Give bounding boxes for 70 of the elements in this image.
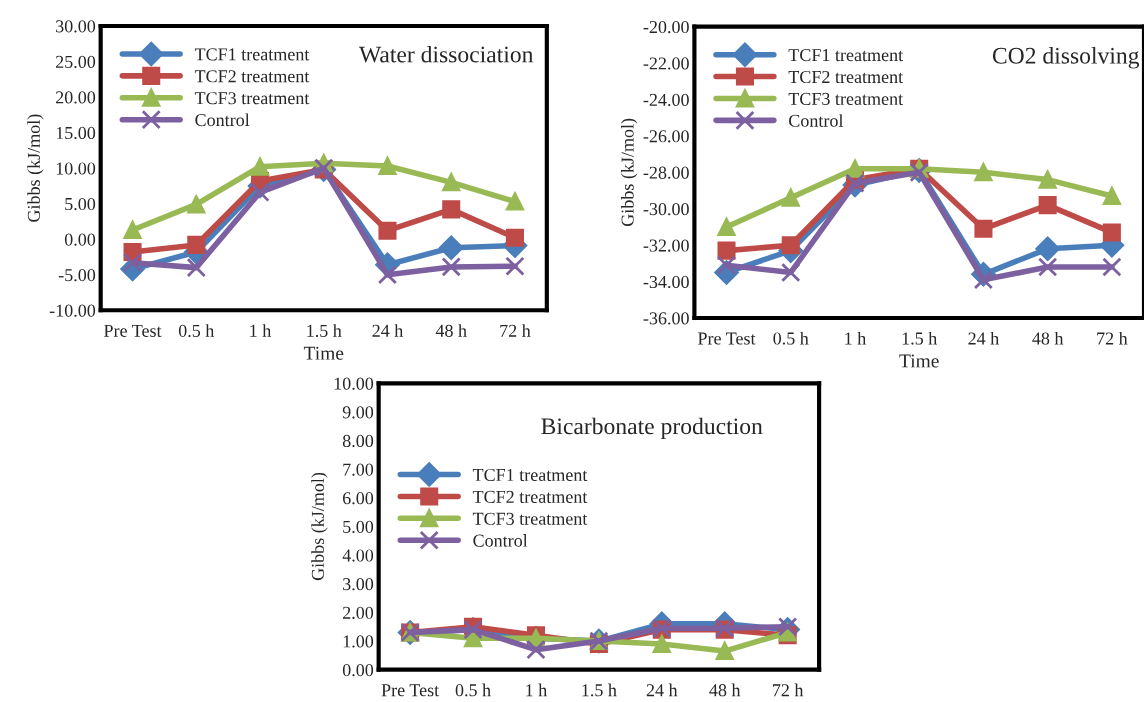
x-axis-title: Time (303, 346, 344, 360)
legend-label: TCF3 treatment (194, 92, 310, 105)
y-tick-label: 1.00 (343, 635, 374, 648)
legend-label: TCF1 treatment (788, 49, 904, 62)
y-tick-label: 2.00 (343, 606, 374, 619)
x-tick-label: 1.5 h (582, 683, 617, 697)
legend-label: TCF2 treatment (472, 490, 588, 503)
legend-label: TCF1 treatment (472, 468, 588, 482)
y-tick-label: 30.00 (56, 20, 96, 33)
y-tick-label: 25.00 (55, 55, 96, 69)
legend-label: Control (473, 534, 528, 547)
x-tick-label: 0.5 h (178, 324, 215, 337)
y-tick-label: 9.00 (342, 406, 374, 419)
y-tick-label: 20.00 (55, 91, 96, 104)
x-tick-label: 24 h (372, 324, 404, 337)
x-tick-label: 1 h (250, 324, 272, 337)
x-tick-label: 1.5 h (902, 331, 938, 345)
x-tick-label: Pre Test (104, 324, 162, 337)
x-tick-label: 48 h (709, 683, 741, 697)
x-tick-label: 0.5 h (773, 331, 809, 345)
x-tick-label: 72 h (500, 324, 531, 337)
y-tick-label: 10.00 (56, 162, 96, 175)
y-tick-label: 3.00 (343, 578, 374, 591)
text: Water dissociation (358, 45, 534, 63)
x-tick-label: 48 h (435, 324, 467, 337)
text: CO2 dissolving (992, 47, 1140, 69)
x-tick-label: 24 h (968, 331, 999, 345)
legend-label: TCF3 treatment (472, 512, 588, 525)
legend-label: TCF3 treatment (788, 92, 904, 105)
y-tick-label: -24.00 (643, 93, 689, 107)
y-tick-label: 5.00 (65, 197, 96, 211)
y-tick-label: 6.00 (342, 492, 374, 505)
x-axis-title: Time (899, 354, 939, 368)
legend-label: Control (789, 114, 844, 127)
x-tick-label: 72 h (1097, 331, 1128, 345)
y-tick-label: 5.00 (343, 520, 374, 534)
x-tick-label: 24 h (646, 683, 678, 697)
y-tick-label: -30.00 (643, 203, 689, 216)
x-tick-label: 0.5 h (455, 683, 491, 697)
y-tick-label: 4.00 (342, 549, 374, 562)
text: Bicarbonate production (541, 417, 763, 440)
y-tick-label: -26.00 (643, 130, 689, 143)
y-tick-label: 10.00 (334, 377, 374, 390)
y-tick-label: 7.00 (343, 463, 374, 476)
x-tick-label: 48 h (1032, 331, 1064, 345)
x-tick-label: 1.5 h (307, 324, 342, 337)
y-tick-label: -32.00 (643, 239, 689, 252)
legend-label: TCF2 treatment (194, 70, 310, 83)
x-tick-label: 1 h (845, 331, 867, 345)
y-tick-label: 8.00 (342, 434, 374, 448)
y-tick-label: -10.00 (49, 304, 96, 317)
legend-label: Control (195, 113, 250, 127)
y-tick-label: -28.00 (643, 166, 689, 179)
y-tick-label: 15.00 (56, 126, 96, 140)
y-tick-label: -5.00 (58, 269, 96, 282)
x-tick-label: Pre Test (381, 684, 440, 697)
x-tick-label: 72 h (773, 683, 804, 697)
x-tick-label: 1 h (526, 683, 548, 697)
y-tick-label: -34.00 (643, 275, 689, 289)
y-axis-title: Gibbs (kJ/mol) (620, 118, 638, 227)
legend-label: TCF1 treatment (194, 48, 310, 61)
y-axis-title: Gibbs (kJ/mol) (311, 472, 328, 581)
y-tick-label: -20.00 (643, 20, 689, 34)
legend-label: TCF2 treatment (788, 70, 904, 84)
y-tick-label: -36.00 (643, 312, 689, 325)
y-tick-label: -22.00 (643, 57, 689, 70)
y-tick-label: 0.00 (342, 663, 374, 677)
y-tick-label: 0.00 (64, 233, 96, 246)
x-tick-label: Pre Test (698, 332, 756, 345)
y-axis-title: Gibbs (kJ/mol) (27, 114, 44, 222)
